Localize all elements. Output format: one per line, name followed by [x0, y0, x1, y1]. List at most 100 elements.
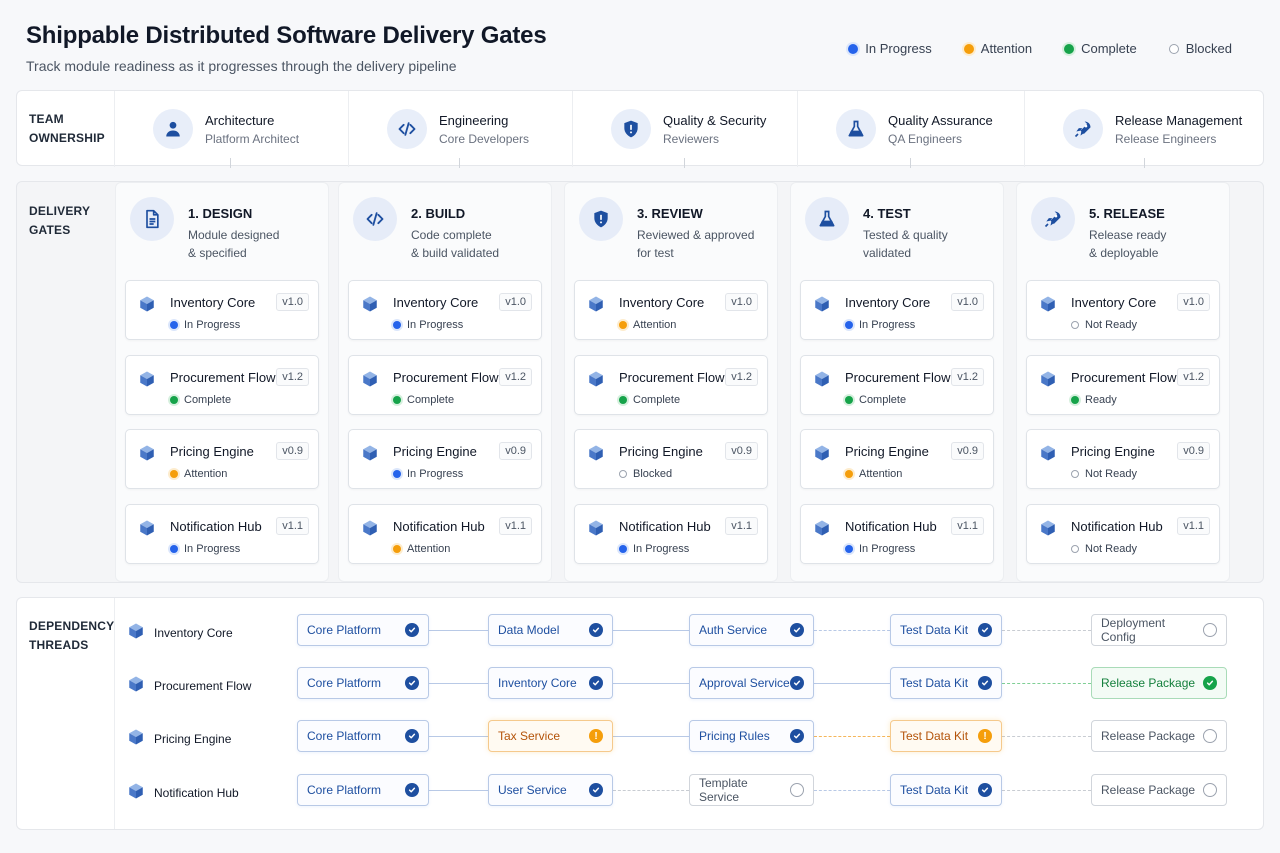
dependency-node[interactable]: Deployment Config	[1091, 614, 1227, 646]
dependency-node[interactable]: Pricing Rules	[689, 720, 814, 752]
module-card[interactable]: Pricing Engine v0.9 Not Ready	[1026, 429, 1220, 489]
attention-dot-icon	[963, 43, 974, 54]
dependency-node[interactable]: Test Data Kit	[890, 667, 1002, 699]
dependency-node[interactable]: Test Data Kit	[890, 774, 1002, 806]
row-label-line: DEPENDENCY	[29, 619, 115, 633]
version-badge: v0.9	[725, 442, 758, 460]
gate-header: 4. TEST Tested & quality validated	[805, 197, 995, 262]
module-card[interactable]: Notification Hub v1.1 Attention	[348, 504, 542, 564]
module-card[interactable]: Notification Hub v1.1 In Progress	[574, 504, 768, 564]
module-cube-icon	[361, 295, 379, 318]
module-card[interactable]: Procurement Flow v1.2 Complete	[125, 355, 319, 415]
dependency-node[interactable]: Inventory Core	[488, 667, 613, 699]
module-card[interactable]: Inventory Core v1.0 In Progress	[348, 280, 542, 340]
connector-tick	[683, 158, 685, 168]
gate-text: 1. DESIGN Module designed & specified	[188, 197, 279, 262]
gate-text: 3. REVIEW Reviewed & approved for test	[637, 197, 754, 262]
gate-desc-line: & specified	[188, 246, 247, 260]
module-card[interactable]: Notification Hub v1.1 In Progress	[125, 504, 319, 564]
gate-text: 5. RELEASE Release ready & deployable	[1089, 197, 1166, 262]
dependency-connector	[1002, 736, 1091, 737]
document-icon	[130, 197, 174, 241]
check-circle-icon	[405, 676, 419, 690]
dependency-node[interactable]: User Service	[488, 774, 613, 806]
dependency-connector	[613, 736, 689, 737]
dependency-node[interactable]: Data Model	[488, 614, 613, 646]
status-label: In Progress	[184, 543, 241, 555]
dependency-node[interactable]: Template Service	[689, 774, 814, 806]
module-name: Pricing Engine	[619, 444, 703, 459]
module-card[interactable]: Pricing Engine v0.9 Blocked	[574, 429, 768, 489]
check-circle-icon	[978, 623, 992, 637]
gate-header: 3. REVIEW Reviewed & approved for test	[579, 197, 769, 262]
dependency-node[interactable]: Core Platform	[297, 774, 429, 806]
module-card[interactable]: Notification Hub v1.1 Not Ready	[1026, 504, 1220, 564]
module-name: Notification Hub	[619, 519, 711, 534]
module-card[interactable]: Pricing Engine v0.9 Attention	[125, 429, 319, 489]
module-card[interactable]: Inventory Core v1.0 In Progress	[125, 280, 319, 340]
dependency-node[interactable]: Tax Service!	[488, 720, 613, 752]
module-cube-icon	[813, 295, 831, 318]
team-name: Release Management	[1115, 112, 1243, 128]
dependency-node[interactable]: Core Platform	[297, 667, 429, 699]
connector-tick	[459, 158, 460, 168]
module-card[interactable]: Inventory Core v1.0 Not Ready	[1026, 280, 1220, 340]
status-label: Attention	[859, 468, 903, 480]
module-card[interactable]: Procurement Flow v1.2 Complete	[800, 355, 994, 415]
dependency-node[interactable]: Test Data Kit!	[890, 720, 1002, 752]
check-circle-icon	[405, 623, 419, 637]
dependency-node[interactable]: Approval Service	[689, 667, 814, 699]
dependency-connector	[429, 790, 488, 791]
module-name: Procurement Flow	[170, 370, 276, 385]
dependency-node[interactable]: Release Package	[1091, 774, 1227, 806]
dependency-module: Notification Hub	[127, 782, 239, 803]
status-dot-icon	[619, 321, 627, 329]
version-badge: v1.1	[725, 517, 758, 535]
gate-desc-line: validated	[863, 246, 912, 260]
module-name: Inventory Core	[845, 295, 931, 310]
module-status: Complete	[845, 394, 906, 406]
status-dot-icon	[845, 396, 853, 404]
dependency-node[interactable]: Release Package	[1091, 667, 1227, 699]
check-circle-icon	[589, 783, 603, 797]
module-card[interactable]: Procurement Flow v1.2 Complete	[574, 355, 768, 415]
team-text: Architecture Platform Architect	[205, 113, 299, 146]
status-legend: In Progress Attention Complete Blocked	[848, 41, 1232, 56]
dependency-node[interactable]: Auth Service	[689, 614, 814, 646]
dependency-node[interactable]: Test Data Kit	[890, 614, 1002, 646]
module-card[interactable]: Procurement Flow v1.2 Ready	[1026, 355, 1220, 415]
module-card[interactable]: Procurement Flow v1.2 Complete	[348, 355, 542, 415]
dependency-module: Inventory Core	[127, 622, 233, 643]
module-card[interactable]: Inventory Core v1.0 In Progress	[800, 280, 994, 340]
dependency-node[interactable]: Core Platform	[297, 614, 429, 646]
module-cube-icon	[1039, 444, 1057, 467]
version-badge: v1.0	[725, 293, 758, 311]
module-cube-icon	[1039, 295, 1057, 318]
dependency-node[interactable]: Core Platform	[297, 720, 429, 752]
warning-circle-icon: !	[589, 729, 603, 743]
module-status: In Progress	[170, 319, 240, 331]
status-label: In Progress	[407, 319, 464, 331]
team-ownership-panel: TEAM OWNERSHIP Architecture Platform Arch…	[16, 90, 1264, 168]
dependency-node[interactable]: Release Package	[1091, 720, 1227, 752]
module-card[interactable]: Inventory Core v1.0 Attention	[574, 280, 768, 340]
module-card[interactable]: Notification Hub v1.1 In Progress	[800, 504, 994, 564]
status-label: Not Ready	[1085, 319, 1137, 331]
module-status: Not Ready	[1071, 543, 1137, 555]
dependency-connector	[1002, 630, 1091, 631]
status-dot-icon	[170, 545, 178, 553]
gate-description: Tested & quality validated	[863, 226, 948, 262]
module-cube-icon	[813, 519, 831, 542]
connector-tick	[909, 158, 911, 168]
module-status: Attention	[845, 468, 902, 480]
gate-desc-line: Code complete	[411, 228, 492, 242]
module-name: Procurement Flow	[619, 370, 725, 385]
team-role: Reviewers	[663, 131, 720, 146]
legend-label: Complete	[1081, 41, 1137, 56]
gate-title: 2. BUILD	[411, 206, 466, 221]
module-card[interactable]: Pricing Engine v0.9 Attention	[800, 429, 994, 489]
dependency-node-label: Data Model	[498, 623, 560, 637]
module-card[interactable]: Pricing Engine v0.9 In Progress	[348, 429, 542, 489]
status-dot-icon	[393, 321, 401, 329]
